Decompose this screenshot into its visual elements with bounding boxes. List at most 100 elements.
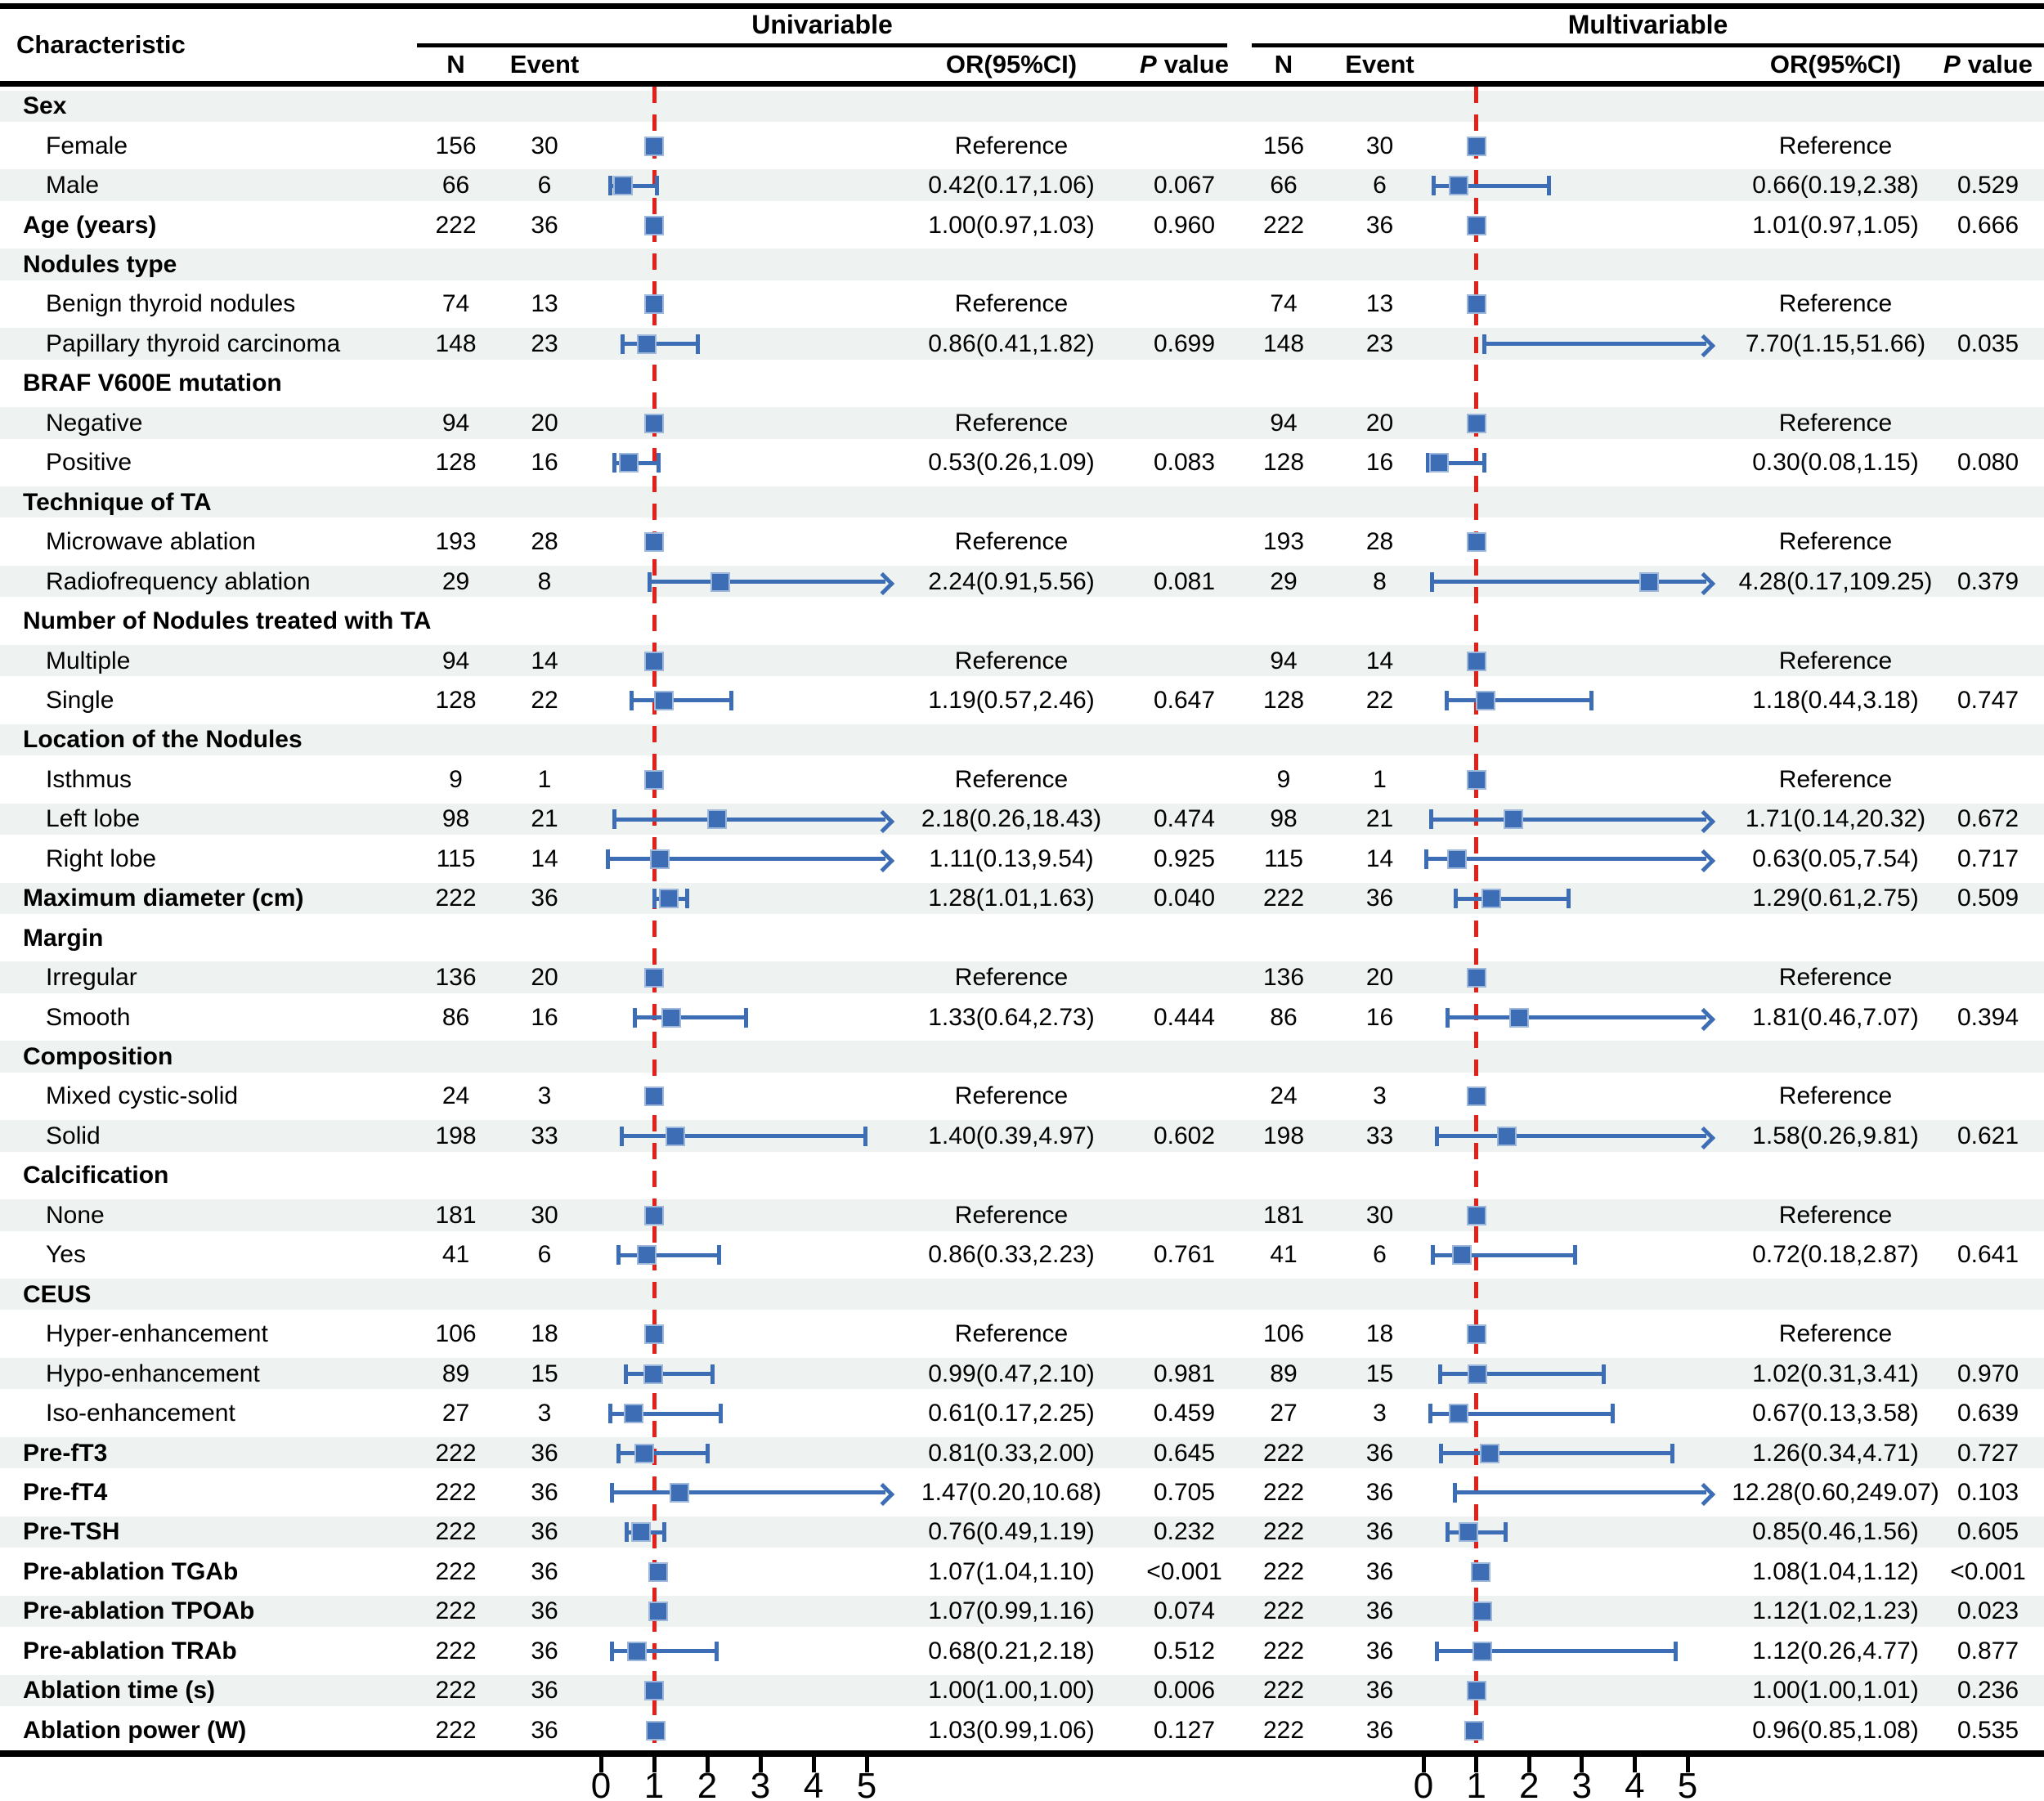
uni-or-marker	[644, 968, 664, 988]
event-header-univariable: Event	[509, 49, 580, 78]
uni-or-value: 0.86(0.33,2.23)	[928, 1241, 1095, 1269]
multi-event-value: 20	[1365, 409, 1394, 437]
multi-event-value: 36	[1365, 211, 1394, 239]
multi-ci-plot	[1398, 562, 1733, 601]
multi-n-value: 156	[1262, 132, 1305, 159]
header-bottom-rule	[0, 81, 2044, 87]
row-single: Single 128 22 1.19(0.57,2.46) 0.647 128 22 1.18…	[0, 681, 2044, 720]
row-stripe	[0, 249, 2044, 280]
uni-n-value: 9	[449, 765, 463, 793]
multi-n-value: 222	[1262, 1716, 1305, 1744]
row-solid: Solid 198 33 1.40(0.39,4.97) 0.602 198 33 1.58(…	[0, 1117, 2044, 1156]
multi-p-value: 0.639	[1957, 1400, 2019, 1427]
uni-ci-plot	[572, 325, 908, 364]
multi-or-value: 1.02(0.31,3.41)	[1752, 1360, 1919, 1387]
uni-ci-plot	[572, 1710, 908, 1749]
multi-ci-cap-left	[1446, 1522, 1450, 1543]
multi-ci-plot	[1398, 800, 1733, 839]
row-positive: Positive 128 16 0.53(0.26,1.09) 0.083 128 16 0.…	[0, 443, 2044, 482]
multi-event-value: 36	[1365, 1478, 1394, 1506]
row-stripe	[0, 882, 2044, 914]
multi-n-value: 148	[1262, 329, 1305, 357]
multi-or-marker	[1458, 1522, 1478, 1543]
multi-ci-cap-right	[1481, 453, 1486, 473]
row-label: BRAF V600E mutation	[23, 370, 282, 397]
uni-ci-bar	[618, 1252, 719, 1257]
uni-ci-cap-right	[695, 334, 700, 354]
row-stripe	[0, 169, 2044, 201]
multi-or-marker	[1466, 532, 1486, 553]
row-ablation-power-w: Ablation power (W) 222 36 1.03(0.99,1.06) 0.…	[0, 1710, 2044, 1749]
uni-p-value: 0.232	[1153, 1518, 1216, 1546]
uni-n-value: 136	[435, 964, 477, 992]
uni-ci-cap-right	[685, 889, 690, 909]
row-stripe	[0, 1595, 2044, 1628]
axis-tick	[705, 1757, 710, 1772]
row-pre-ablation-tpoab: Pre-ablation TPOAb 222 36 1.07(0.99,1.16) 0.…	[0, 1592, 2044, 1631]
multi-or-value: 1.29(0.61,2.75)	[1752, 885, 1919, 912]
axis-tick	[1580, 1757, 1585, 1772]
uni-ci-plot	[572, 1552, 908, 1592]
multi-p-value: 0.605	[1957, 1518, 2019, 1546]
uni-or-marker	[661, 1007, 682, 1028]
multi-ci-arrow	[1692, 571, 1715, 596]
row-label: Irregular	[46, 964, 137, 992]
multi-event-value: 36	[1365, 1677, 1394, 1705]
row-number-of-nodules-treated-with-ta: Number of Nodules treated with TA	[0, 602, 2044, 641]
multi-or-marker	[1466, 968, 1486, 988]
multi-p-value: 0.621	[1957, 1122, 2019, 1149]
uni-or-value: Reference	[954, 132, 1069, 159]
multi-n-value: 222	[1262, 211, 1305, 239]
uni-or-marker	[654, 690, 675, 710]
multi-n-value: 193	[1262, 528, 1305, 556]
uni-ci-bar	[614, 817, 885, 822]
uni-n-value: 222	[435, 1557, 477, 1585]
uni-ci-cap-left	[624, 1364, 629, 1384]
multi-n-value: 86	[1270, 1003, 1298, 1031]
uni-event-value: 20	[531, 964, 558, 992]
multi-p-value: 0.529	[1957, 172, 2019, 199]
multi-ci-plot	[1398, 997, 1733, 1037]
uni-event-value: 30	[531, 132, 558, 159]
multi-or-marker	[1448, 176, 1468, 196]
multi-ci-plot	[1398, 126, 1733, 165]
uni-or-marker	[634, 1443, 654, 1463]
row-label: Pre-TSH	[23, 1518, 120, 1546]
multi-p-value: 0.080	[1957, 449, 2019, 477]
multi-or-marker	[1481, 889, 1502, 909]
uni-n-value: 198	[435, 1122, 477, 1149]
uni-or-marker	[710, 571, 730, 592]
row-none: None 181 30 Reference 181 30 Reference	[0, 1196, 2044, 1235]
multi-event-value: 36	[1365, 885, 1394, 912]
multi-or-value: Reference	[1778, 132, 1893, 159]
or-header-univariable: OR(95%CI)	[945, 49, 1078, 78]
uni-ci-plot	[572, 1315, 908, 1354]
multi-ci-bar	[1430, 1411, 1613, 1416]
univariable-rule	[417, 43, 1227, 47]
uni-event-value: 28	[531, 528, 558, 556]
uni-ci-plot	[572, 522, 908, 562]
multi-event-value: 36	[1365, 1716, 1394, 1744]
uni-or-marker	[619, 453, 639, 473]
uni-p-value: 0.474	[1153, 805, 1216, 833]
row-label: Papillary thyroid carcinoma	[46, 329, 341, 357]
uni-or-value: Reference	[954, 409, 1069, 437]
uni-ci-bar	[631, 698, 732, 703]
multi-or-marker	[1466, 294, 1486, 315]
uni-event-value: 15	[531, 1360, 558, 1387]
uni-or-value: 1.28(1.01,1.63)	[928, 885, 1095, 912]
uni-or-marker	[636, 334, 657, 354]
uni-ci-cap-left	[621, 334, 625, 354]
multi-event-value: 16	[1365, 1003, 1394, 1031]
multi-event-value: 20	[1365, 964, 1394, 992]
uni-or-marker	[644, 1324, 664, 1345]
multivariable-rule	[1252, 43, 2044, 47]
uni-or-marker	[627, 1641, 648, 1661]
multi-or-value: 1.26(0.34,4.71)	[1752, 1439, 1919, 1467]
row-label: Female	[46, 132, 128, 159]
row-stripe	[0, 407, 2044, 439]
multi-ci-bar	[1428, 460, 1485, 465]
row-left-lobe: Left lobe 98 21 2.18(0.26,18.43) 0.474 98 21 1.…	[0, 800, 2044, 839]
multi-n-value: 24	[1270, 1082, 1298, 1110]
row-label: Iso-enhancement	[46, 1400, 235, 1427]
